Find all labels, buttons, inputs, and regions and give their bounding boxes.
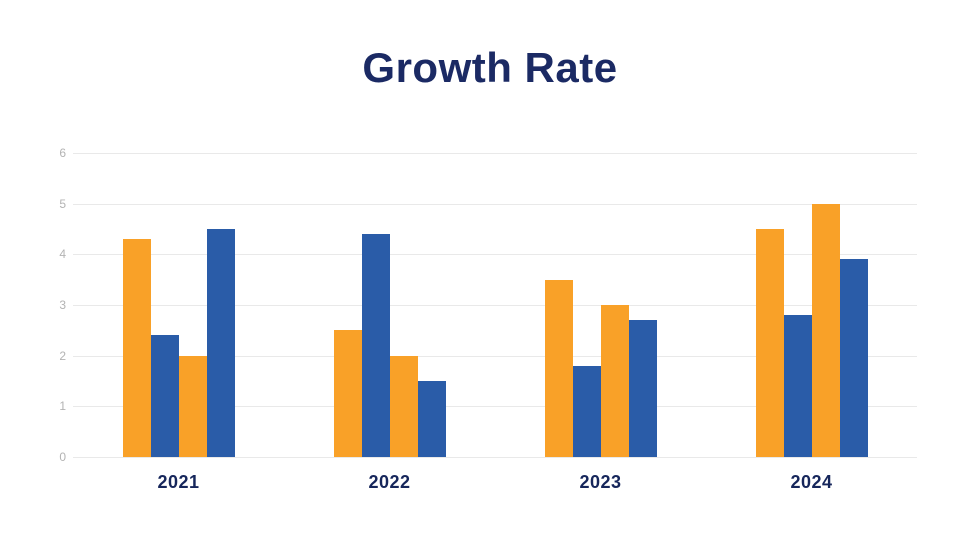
y-axis-tick-5: 5 xyxy=(59,196,66,211)
x-axis-label-2023: 2023 xyxy=(579,472,622,492)
y-axis-tick-6: 6 xyxy=(59,146,66,160)
bar-2024-series2 xyxy=(783,315,812,457)
gridline-3 xyxy=(73,305,917,306)
y-axis-tick-0: 0 xyxy=(59,450,66,464)
bar-2024-series4 xyxy=(839,259,868,457)
chart-title: Growth Rate xyxy=(362,44,618,91)
gridline-4 xyxy=(73,254,917,256)
gridline-5 xyxy=(73,203,917,205)
gridline-6 xyxy=(73,153,917,154)
bar-2022-series4 xyxy=(417,381,446,457)
y-axis-tick-3: 3 xyxy=(59,298,66,312)
bar-2023-series3 xyxy=(600,305,629,457)
y-axis-tick-4: 4 xyxy=(59,247,66,262)
bar-2022-series3 xyxy=(389,355,418,457)
bar-2022-series1 xyxy=(333,330,362,457)
bar-2021-series4 xyxy=(206,229,235,457)
x-axis-label-2021: 2021 xyxy=(157,472,200,492)
gridline-2 xyxy=(73,355,917,357)
gridline-0 xyxy=(73,457,917,458)
x-axis-label-2024: 2024 xyxy=(790,472,833,492)
bar-2024-series1 xyxy=(755,229,784,457)
bar-2021-series1 xyxy=(122,239,151,457)
bar-2021-series2 xyxy=(150,335,179,457)
bar-2021-series3 xyxy=(178,355,207,457)
gridline-1 xyxy=(73,406,917,408)
bar-2023-series4 xyxy=(628,320,657,457)
bar-2024-series3 xyxy=(811,203,840,457)
y-axis-tick-2: 2 xyxy=(59,348,66,363)
bar-2023-series1 xyxy=(544,279,573,457)
x-axis-label-2022: 2022 xyxy=(368,472,411,492)
y-axis-tick-1: 1 xyxy=(59,399,66,414)
bar-2022-series2 xyxy=(361,234,390,457)
bar-2023-series2 xyxy=(572,365,601,457)
